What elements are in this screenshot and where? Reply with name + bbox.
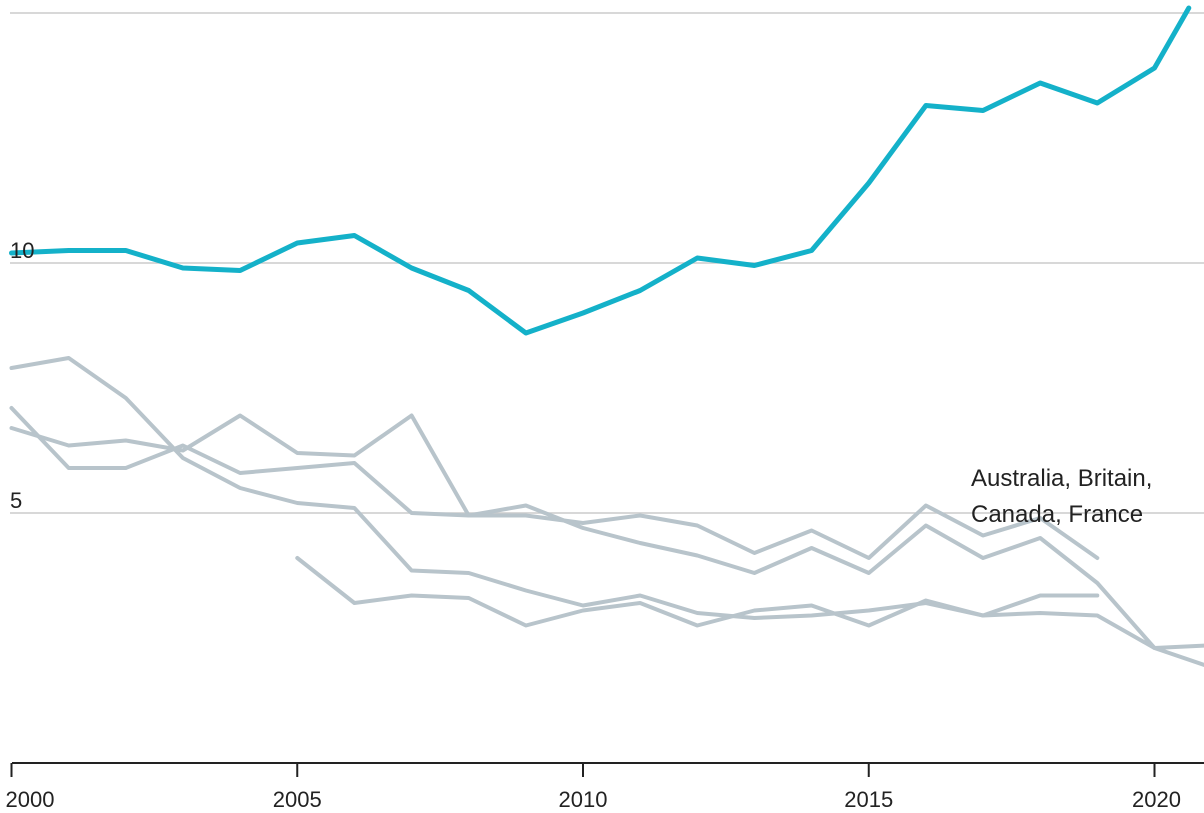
x-tick-label: 2005 [273, 787, 322, 812]
series-line-1 [9, 356, 1204, 667]
series-line-highlight [9, 5, 1192, 336]
series-group [9, 5, 1204, 667]
series-line-3 [9, 413, 1100, 560]
series-line-2 [9, 406, 1204, 650]
y-axis-labels: 5 10 [10, 238, 34, 513]
series-line-4 [295, 556, 1100, 628]
y-tick-label: 10 [10, 238, 34, 263]
x-axis: 2000 2005 2010 2015 2020 [6, 762, 1204, 812]
y-tick-label: 5 [10, 488, 22, 513]
x-tick-label: 2010 [559, 787, 608, 812]
gridlines [10, 12, 1204, 514]
x-tick-label: 2015 [844, 787, 893, 812]
x-tick-label: 2020 [1132, 787, 1181, 812]
annotation-line-2: Canada, France [971, 501, 1143, 528]
annotation-line-1: Australia, Britain, [971, 465, 1152, 492]
x-tick-label: 2000 [6, 787, 55, 812]
